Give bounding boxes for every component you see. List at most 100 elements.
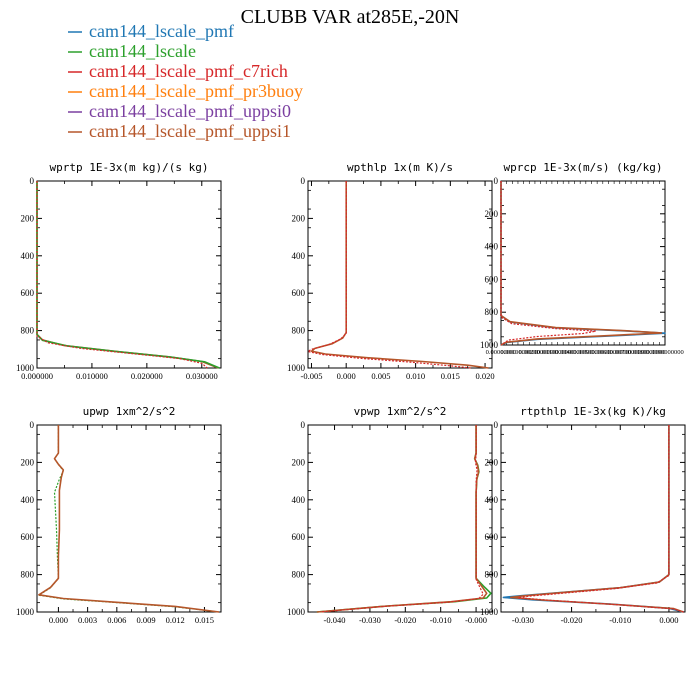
x-tick-label: -0.030: [512, 615, 534, 625]
series-line: [307, 181, 472, 369]
y-tick-label: 600: [292, 288, 306, 298]
x-tick-label: 0.0090000000: [646, 349, 683, 356]
series-line: [36, 181, 220, 369]
x-tick-label: -0.010: [609, 615, 631, 625]
x-tick-label: 0.0020000000: [519, 349, 556, 356]
x-tick-label: 0.003: [78, 615, 97, 625]
panels: wprtp 1E-3x(m kg)/(s kg) 0 200 400 600 800 100…: [16, 161, 686, 625]
panel-wprtp: wprtp 1E-3x(m kg)/(s kg) 0 200 400 600 800 100…: [16, 161, 222, 381]
x-tick-label: 0.005: [371, 371, 390, 381]
legend-label: cam144_lscale_pmf_uppsi1: [89, 121, 291, 141]
y-tick-label: 0: [30, 420, 35, 430]
x-tick-label: 0.0050000000: [573, 349, 610, 356]
y-tick-label: 800: [292, 326, 306, 336]
legend: cam144_lscale_pmfcam144_lscalecam144_lsc…: [68, 21, 303, 141]
x-tick-label: 0.0080000000: [628, 349, 665, 356]
panel-rtpthlp: rtpthlp 1E-3x(kg K)/kg 0 200 400 600 800 1000 -…: [480, 405, 686, 625]
panel-title: rtpthlp 1E-3x(kg K)/kg: [520, 405, 666, 418]
y-tick-label: 400: [485, 242, 499, 252]
x-tick-label: 0.000000: [21, 371, 53, 381]
y-tick-label: 0: [301, 176, 306, 186]
series-line: [36, 181, 208, 369]
plot-frame: [36, 424, 222, 613]
series-line: [316, 425, 488, 613]
legend-entry: cam144_lscale_pmf_c7rich: [68, 61, 288, 81]
series-line: [509, 425, 684, 613]
legend-label: cam144_lscale_pmf_uppsi0: [89, 101, 291, 121]
x-tick-label: -0.000: [465, 615, 487, 625]
x-tick-label: -0.010: [430, 615, 452, 625]
legend-entry: cam144_lscale_pmf_pr3buoy: [68, 81, 303, 101]
y-tick-label: 200: [292, 457, 306, 467]
y-tick-label: 600: [21, 532, 35, 542]
series-line: [502, 425, 684, 613]
y-tick-label: 600: [485, 274, 499, 284]
y-tick-label: 400: [485, 495, 499, 505]
y-tick-label: 800: [21, 570, 35, 580]
y-tick-label: 1000: [16, 363, 35, 373]
series-line: [38, 425, 220, 613]
x-tick-label: 0.020000: [131, 371, 163, 381]
y-tick-label: 800: [21, 326, 35, 336]
x-tick-label: 0.0010000000: [501, 349, 538, 356]
y-tick-label: 200: [21, 213, 35, 223]
y-tick-label: 1000: [16, 607, 35, 617]
panel-wpthlp: wpthlp 1x(m K)/s 0 200 400 600 800 1000-0.005 0…: [287, 161, 495, 381]
y-tick-label: 1000: [480, 607, 499, 617]
panel-title: wpthlp 1x(m K)/s: [347, 161, 453, 174]
series-line: [500, 181, 597, 346]
legend-entry: cam144_lscale_pmf_uppsi1: [68, 121, 291, 141]
series-line: [500, 181, 666, 346]
x-tick-label: -0.040: [324, 615, 346, 625]
plot-frame: [307, 424, 493, 613]
y-tick-label: 600: [485, 532, 499, 542]
x-tick-label: -0.020: [561, 615, 583, 625]
plot-frame: [500, 424, 686, 613]
legend-label: cam144_lscale: [89, 41, 196, 61]
series-line: [517, 425, 684, 613]
legend-label: cam144_lscale_pmf_c7rich: [89, 61, 288, 81]
x-tick-label: -0.030: [359, 615, 381, 625]
y-tick-label: 600: [21, 288, 35, 298]
x-tick-label: 0.00000000: [486, 349, 517, 356]
figure-title: CLUBB VAR at285E,-20N: [241, 6, 460, 28]
x-tick-label: 0.0060000000: [592, 349, 629, 356]
panel-vpwp: vpwp 1xm^2/s^2 0 200 400 600 800 1000 -0.040 -0.…: [287, 405, 493, 625]
x-tick-label: 0.0030000000: [537, 349, 574, 356]
x-tick-label: 0.030000: [186, 371, 218, 381]
panel-wprcp: wprcp 1E-3x(m/s) (kg/kg) 0 200 400 600 800 100…: [480, 161, 684, 356]
y-tick-label: 0: [494, 420, 499, 430]
y-tick-label: 800: [292, 570, 306, 580]
plot-frame: [36, 180, 222, 369]
x-tick-label: 0.020: [475, 371, 494, 381]
y-tick-label: 200: [485, 457, 499, 467]
series-line: [36, 181, 219, 369]
x-tick-label: 0.0070000000: [610, 349, 647, 356]
plot-frame: [307, 180, 493, 369]
y-tick-label: 600: [292, 532, 306, 542]
y-tick-label: 400: [21, 251, 35, 261]
y-tick-label: 1000: [287, 363, 306, 373]
x-tick-label: 0.010000: [76, 371, 108, 381]
legend-entry: cam144_lscale: [68, 41, 196, 61]
series-line: [500, 181, 663, 346]
y-tick-label: 1000: [480, 340, 499, 350]
y-tick-label: 0: [301, 420, 306, 430]
y-tick-label: 200: [485, 209, 499, 219]
x-tick-label: 0.000: [49, 615, 68, 625]
legend-label: cam144_lscale_pmf: [89, 21, 234, 41]
y-tick-label: 0: [494, 176, 499, 186]
x-tick-label: 0.006: [107, 615, 126, 625]
x-tick-label: 0.015: [195, 615, 214, 625]
y-tick-label: 200: [21, 457, 35, 467]
x-tick-label: -0.005: [300, 371, 322, 381]
legend-entry: cam144_lscale_pmf_uppsi0: [68, 101, 291, 121]
y-tick-label: 400: [292, 251, 306, 261]
x-tick-label: 0.000: [337, 371, 356, 381]
y-tick-label: 1000: [287, 607, 306, 617]
panel-title: upwp 1xm^2/s^2: [83, 405, 176, 418]
series-line: [310, 181, 489, 369]
series-line: [316, 425, 492, 613]
x-tick-label: 0.015: [441, 371, 460, 381]
